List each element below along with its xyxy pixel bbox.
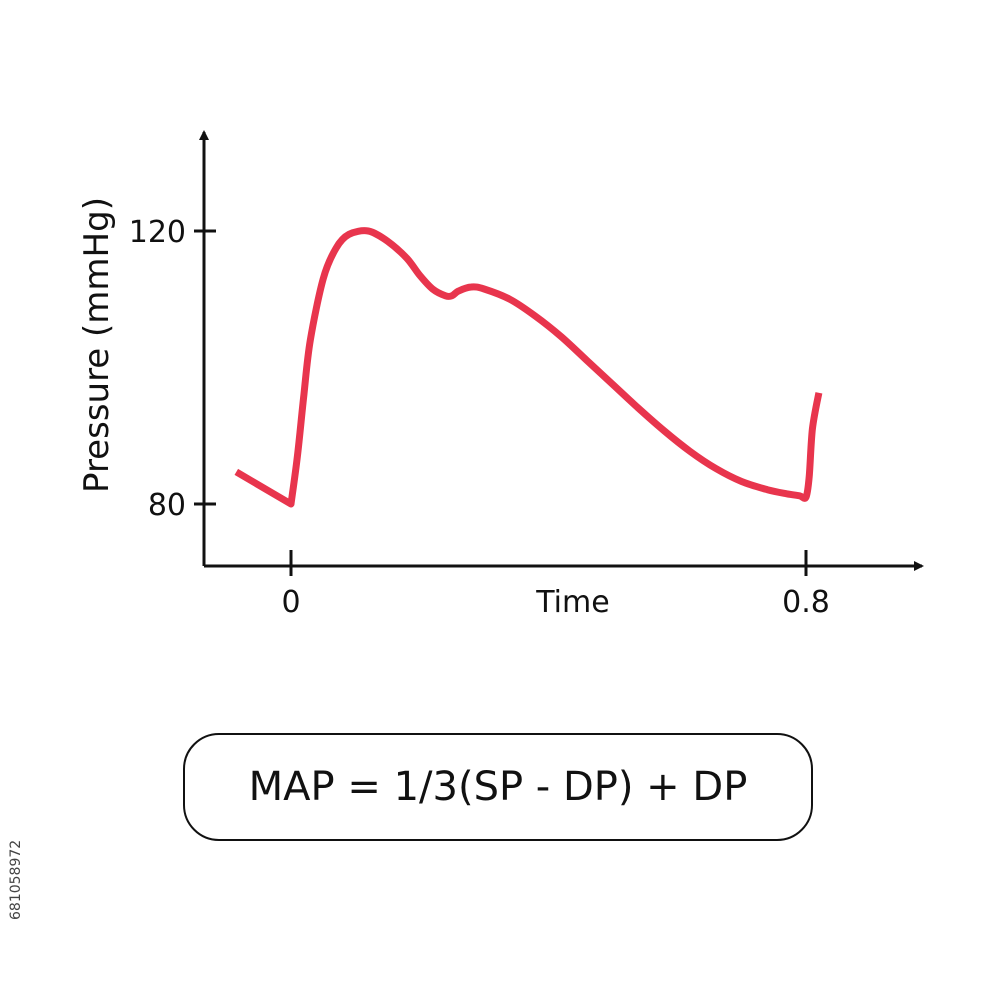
x-axis-label: Time	[535, 585, 609, 620]
x-tick-label-0.8: 0.8	[782, 585, 830, 620]
formula-box: MAP = 1/3(SP - DP) + DP	[183, 733, 813, 841]
stock-id: 681058972	[8, 839, 24, 920]
map-formula: MAP = 1/3(SP - DP) + DP	[248, 764, 748, 810]
x-tick-label-0: 0	[281, 585, 300, 620]
y-tick-label-120: 120	[129, 215, 186, 250]
pressure-series-line	[234, 227, 823, 508]
y-tick-label-80: 80	[148, 488, 186, 523]
y-axis-label: Pressure (mmHg)	[77, 197, 117, 493]
